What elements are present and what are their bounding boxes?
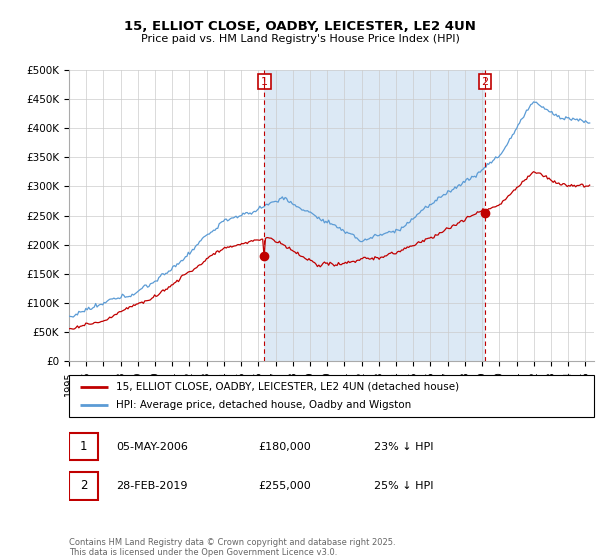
Text: Price paid vs. HM Land Registry's House Price Index (HPI): Price paid vs. HM Land Registry's House …	[140, 34, 460, 44]
Text: HPI: Average price, detached house, Oadby and Wigston: HPI: Average price, detached house, Oadb…	[116, 400, 412, 410]
Text: 23% ↓ HPI: 23% ↓ HPI	[373, 442, 433, 451]
Text: 25% ↓ HPI: 25% ↓ HPI	[373, 481, 433, 491]
Text: 1: 1	[261, 77, 268, 87]
Text: 2: 2	[80, 479, 87, 492]
Text: £255,000: £255,000	[258, 481, 311, 491]
Text: 28-FEB-2019: 28-FEB-2019	[116, 481, 188, 491]
Text: £180,000: £180,000	[258, 442, 311, 451]
Bar	[69, 472, 98, 500]
Text: 05-MAY-2006: 05-MAY-2006	[116, 442, 188, 451]
Text: 15, ELLIOT CLOSE, OADBY, LEICESTER, LE2 4UN: 15, ELLIOT CLOSE, OADBY, LEICESTER, LE2 …	[124, 20, 476, 32]
Text: 2: 2	[481, 77, 488, 87]
Bar	[265, 70, 485, 361]
Text: 15, ELLIOT CLOSE, OADBY, LEICESTER, LE2 4UN (detached house): 15, ELLIOT CLOSE, OADBY, LEICESTER, LE2 …	[116, 382, 460, 392]
Text: 1: 1	[80, 440, 87, 453]
Text: Contains HM Land Registry data © Crown copyright and database right 2025.
This d: Contains HM Land Registry data © Crown c…	[69, 538, 395, 557]
Bar	[69, 433, 98, 460]
